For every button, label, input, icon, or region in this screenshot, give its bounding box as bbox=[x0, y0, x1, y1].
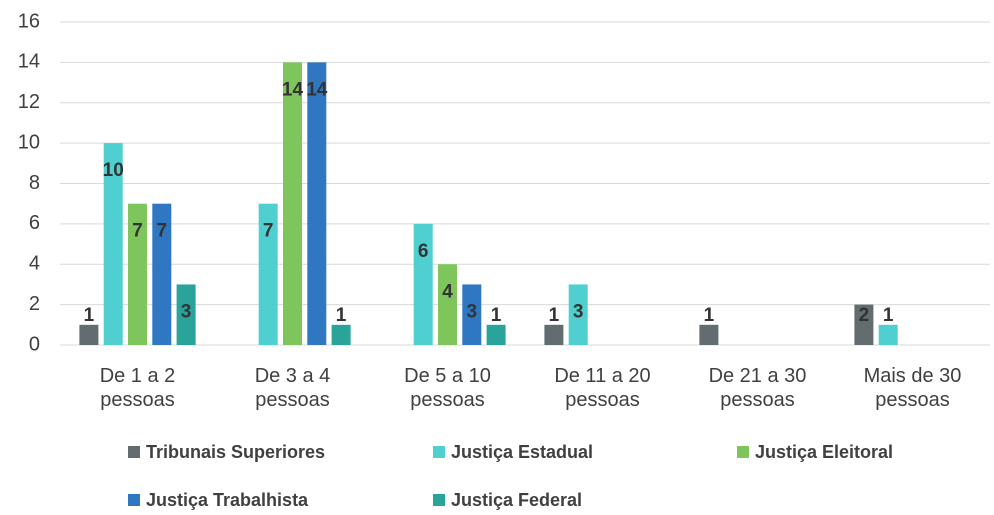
x-tick-label: De 11 a 20 pessoas bbox=[554, 365, 651, 411]
x-tick-label: De 1 a 2 pessoas bbox=[99, 365, 176, 411]
y-tick-label: 14 bbox=[18, 51, 40, 73]
y-tick-label: 8 bbox=[29, 172, 40, 194]
bar bbox=[331, 324, 351, 345]
legend-swatch bbox=[128, 446, 140, 458]
bar bbox=[462, 284, 482, 345]
legend-label: Justiça Trabalhista bbox=[146, 490, 309, 510]
bar bbox=[152, 203, 172, 345]
legend-label: Justiça Federal bbox=[451, 490, 582, 510]
data-label: 6 bbox=[418, 241, 429, 262]
data-label: 1 bbox=[336, 305, 347, 326]
data-label: 3 bbox=[573, 301, 584, 322]
bar bbox=[699, 324, 719, 345]
bar bbox=[283, 62, 302, 345]
bar bbox=[413, 223, 433, 345]
legend-swatch bbox=[433, 494, 445, 506]
bar bbox=[128, 203, 147, 345]
data-label: 2 bbox=[859, 305, 870, 326]
data-label: 14 bbox=[306, 79, 328, 100]
x-tick-label: De 3 a 4 pessoas bbox=[254, 365, 331, 411]
data-label: 10 bbox=[103, 160, 124, 181]
y-tick-label: 16 bbox=[18, 10, 40, 32]
y-tick-label: 0 bbox=[29, 333, 40, 355]
bar bbox=[176, 284, 196, 345]
bar bbox=[568, 284, 588, 345]
data-label: 1 bbox=[549, 305, 560, 326]
data-label: 1 bbox=[883, 305, 894, 326]
data-label: 1 bbox=[704, 305, 715, 326]
legend-swatch bbox=[737, 446, 749, 458]
bar bbox=[486, 324, 506, 345]
y-tick-label: 2 bbox=[29, 293, 40, 315]
data-label: 7 bbox=[132, 221, 143, 242]
bar bbox=[544, 324, 564, 345]
data-label: 14 bbox=[282, 79, 304, 100]
legend-label: Justiça Eleitoral bbox=[755, 442, 893, 462]
bar bbox=[79, 324, 99, 345]
data-label: 3 bbox=[467, 301, 478, 322]
x-tick-label: De 21 a 30 pessoas bbox=[708, 365, 807, 411]
y-tick-label: 10 bbox=[18, 131, 40, 153]
data-label: 1 bbox=[84, 305, 95, 326]
y-tick-label: 12 bbox=[18, 91, 40, 113]
x-tick-label: De 5 a 10 pessoas bbox=[404, 365, 491, 411]
legend-swatch bbox=[433, 446, 445, 458]
bar bbox=[854, 304, 874, 345]
data-label: 3 bbox=[181, 301, 192, 322]
legend-label: Tribunais Superiores bbox=[146, 442, 325, 462]
x-tick-label: Mais de 30 pessoas bbox=[863, 365, 962, 411]
bar bbox=[438, 264, 457, 345]
y-tick-label: 6 bbox=[29, 212, 40, 234]
data-label: 4 bbox=[442, 281, 453, 302]
bar bbox=[258, 203, 278, 345]
legend-swatch bbox=[128, 494, 140, 506]
y-tick-label: 4 bbox=[29, 253, 40, 275]
bar bbox=[103, 143, 123, 345]
data-label: 7 bbox=[157, 221, 168, 242]
data-label: 7 bbox=[263, 221, 274, 242]
data-label: 1 bbox=[491, 305, 502, 326]
legend-label: Justiça Estadual bbox=[451, 442, 593, 462]
bar bbox=[307, 62, 327, 345]
bar bbox=[878, 324, 898, 345]
